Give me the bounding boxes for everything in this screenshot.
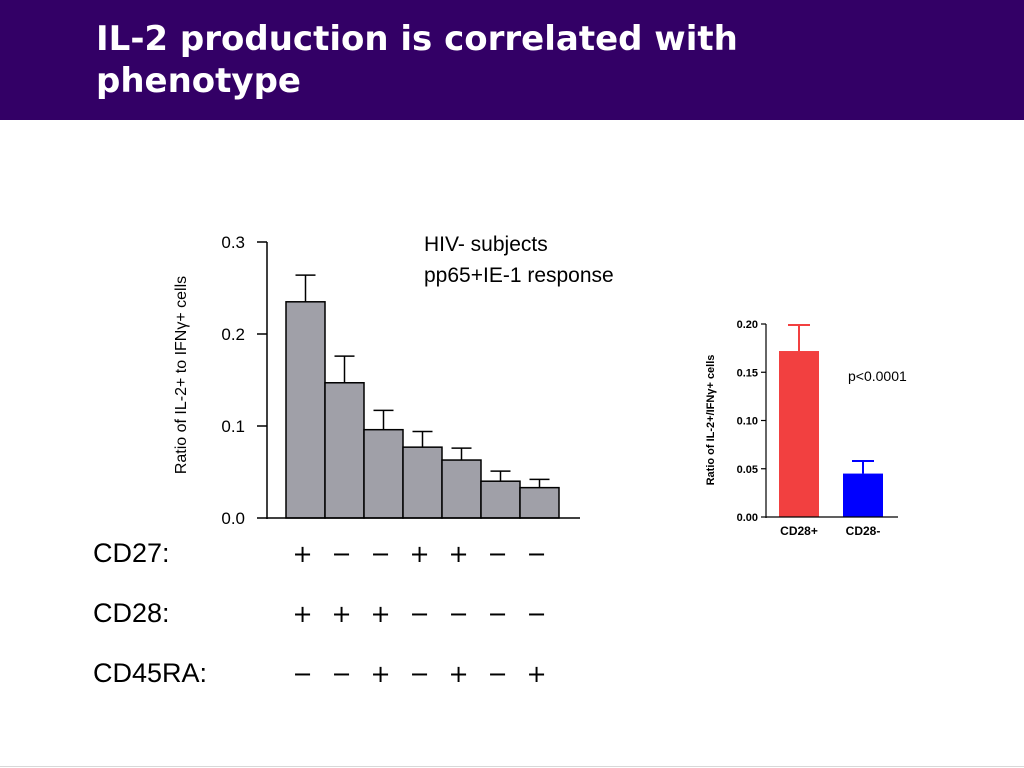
phenotype-sign: −: [448, 600, 469, 628]
phenotype-sign: +: [370, 660, 391, 688]
slide-title-line1: IL-2 production is correlated with: [96, 19, 738, 59]
left-y-ticks: 0.0 0.1 0.2 0.3: [221, 233, 267, 528]
slide-title-line2: phenotype: [96, 61, 301, 101]
phenotype-sign: −: [409, 600, 430, 628]
left-bar: [324, 382, 365, 519]
phenotype-sign: +: [292, 600, 313, 628]
phenotype-sign: −: [526, 600, 547, 628]
bottom-divider: [0, 766, 1024, 767]
right-category-label: CD28-: [846, 524, 881, 538]
phenotype-sign: −: [331, 660, 352, 688]
left-chart: 0.0 0.1 0.2 0.3 Ratio of IL-2+ to IFNγ+ cel…: [173, 233, 614, 528]
left-tick-label: 0.2: [221, 325, 245, 344]
phenotype-sign: +: [370, 600, 391, 628]
phenotype-row-label: CD27:: [93, 538, 170, 568]
left-tick-label: 0.3: [221, 233, 245, 252]
phenotype-sign: −: [292, 660, 313, 688]
right-bars: [779, 323, 883, 517]
right-tick-label: 0.00: [737, 512, 758, 524]
left-y-axis-label: Ratio of IL-2+ to IFNγ+ cells: [173, 276, 190, 474]
right-y-ticks: 0.00 0.05 0.10 0.15 0.20: [737, 319, 766, 524]
phenotype-sign: −: [526, 540, 547, 568]
phenotype-sign: +: [448, 660, 469, 688]
phenotype-sign: −: [370, 540, 391, 568]
left-tick-label: 0.0: [221, 509, 245, 528]
right-tick-label: 0.20: [737, 319, 758, 331]
phenotype-row-label: CD28:: [93, 598, 170, 628]
right-chart: 0.00 0.05 0.10 0.15 0.20 CD28+ CD28- Ratio of…: [705, 319, 907, 538]
right-x-categories: CD28+ CD28-: [780, 524, 880, 538]
phenotype-sign: +: [331, 600, 352, 628]
right-tick-label: 0.15: [737, 367, 758, 379]
right-pvalue: p<0.0001: [848, 368, 907, 384]
right-tick-label: 0.10: [737, 416, 758, 428]
left-bar: [363, 428, 404, 519]
right-tick-label: 0.05: [737, 464, 758, 476]
left-bar: [285, 301, 326, 519]
left-annotation-line2: pp65+IE-1 response: [424, 264, 614, 287]
left-bar: [402, 446, 443, 519]
phenotype-sign: +: [526, 660, 547, 688]
phenotype-sign: −: [487, 540, 508, 568]
phenotype-row-label: CD45RA:: [93, 658, 208, 688]
right-bar: [843, 473, 883, 517]
left-bars: [285, 274, 560, 519]
right-category-label: CD28+: [780, 524, 818, 538]
left-tick-label: 0.1: [221, 417, 245, 436]
phenotype-sign: −: [487, 660, 508, 688]
left-annotation-line1: HIV- subjects: [424, 233, 548, 256]
right-bar: [779, 351, 819, 517]
phenotype-sign: −: [331, 540, 352, 568]
left-bar: [441, 459, 482, 519]
phenotype-sign: −: [409, 660, 430, 688]
right-y-axis-label: Ratio of IL-2+/IFNγ+ cells: [705, 355, 717, 486]
slide-title: IL-2 production is correlated with pheno…: [96, 18, 996, 102]
phenotype-sign: +: [292, 540, 313, 568]
phenotype-sign: +: [448, 540, 469, 568]
title-bar: IL-2 production is correlated with pheno…: [0, 0, 1024, 120]
phenotype-sign: +: [409, 540, 430, 568]
phenotype-sign: −: [487, 600, 508, 628]
left-bar: [480, 480, 521, 519]
left-bar: [519, 486, 560, 519]
